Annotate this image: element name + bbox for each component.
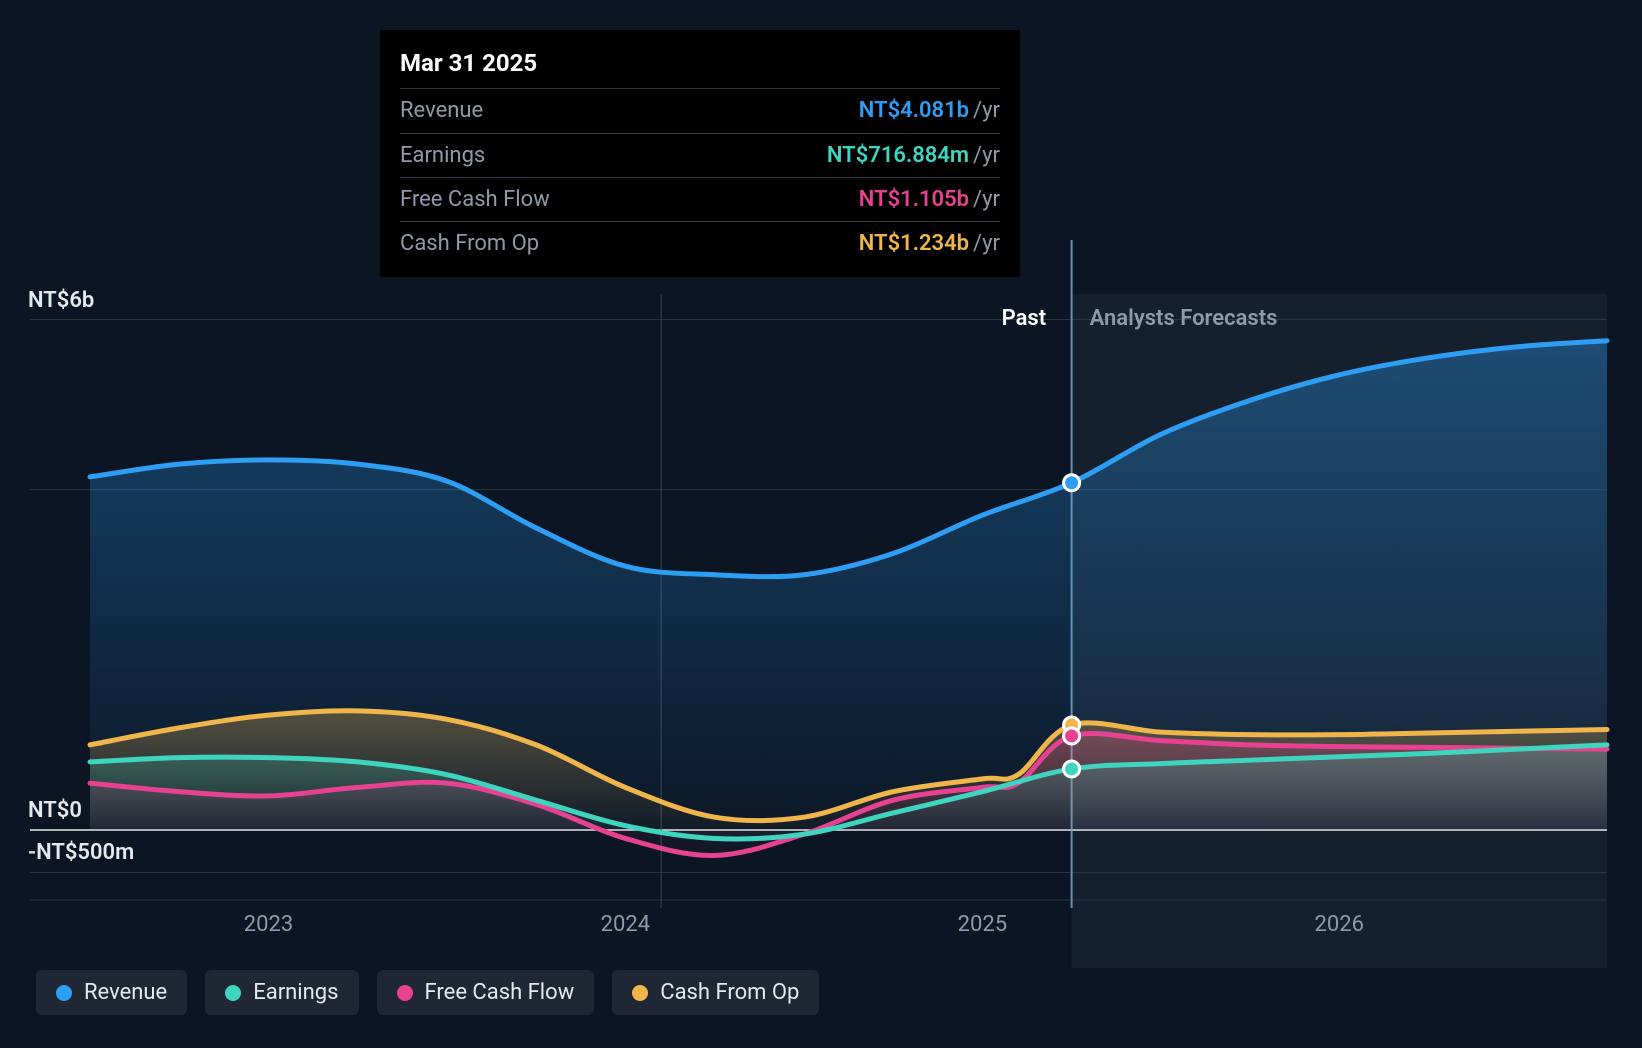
tooltip-row: Cash From Op NT$1.234b/yr [400,221,1000,265]
x-axis-tick: 2023 [228,912,308,937]
legend-dot-icon [56,985,72,1001]
tooltip-metric-value: NT$1.234b/yr [859,226,1000,261]
legend-label: Earnings [253,980,338,1005]
tooltip-metric-value: NT$4.081b/yr [859,93,1000,128]
x-axis-tick: 2026 [1299,912,1379,937]
financials-chart: NT$6bNT$0-NT$500m 2023202420252026 Past … [0,0,1642,1048]
legend-item-fcf[interactable]: Free Cash Flow [377,970,595,1015]
y-axis-tick: NT$6b [28,288,94,313]
legend-item-earnings[interactable]: Earnings [205,970,358,1015]
tooltip-metric-label: Revenue [400,93,483,128]
hover-tooltip: Mar 31 2025 Revenue NT$4.081b/yr Earnings N… [380,30,1020,277]
tooltip-metric-label: Free Cash Flow [400,182,550,217]
legend-label: Cash From Op [660,980,799,1005]
tooltip-row: Free Cash Flow NT$1.105b/yr [400,177,1000,221]
tooltip-date: Mar 31 2025 [400,44,1000,88]
tooltip-row: Earnings NT$716.884m/yr [400,133,1000,177]
forecast-label: Analysts Forecasts [1090,306,1278,331]
legend-label: Free Cash Flow [425,980,575,1005]
legend-dot-icon [632,985,648,1001]
legend-item-revenue[interactable]: Revenue [36,970,187,1015]
past-label: Past [1002,306,1047,331]
x-axis-tick: 2025 [942,912,1022,937]
tooltip-metric-label: Earnings [400,138,485,173]
legend-label: Revenue [84,980,167,1005]
x-axis-tick: 2024 [585,912,665,937]
legend-dot-icon [225,985,241,1001]
legend: Revenue Earnings Free Cash Flow Cash From O… [36,970,819,1015]
tooltip-metric-label: Cash From Op [400,226,539,261]
tooltip-metric-value: NT$716.884m/yr [827,138,1000,173]
legend-item-cfo[interactable]: Cash From Op [612,970,819,1015]
tooltip-metric-value: NT$1.105b/yr [859,182,1000,217]
legend-dot-icon [397,985,413,1001]
tooltip-row: Revenue NT$4.081b/yr [400,88,1000,132]
y-axis-tick: -NT$500m [28,840,134,865]
y-axis-tick: NT$0 [28,798,82,823]
